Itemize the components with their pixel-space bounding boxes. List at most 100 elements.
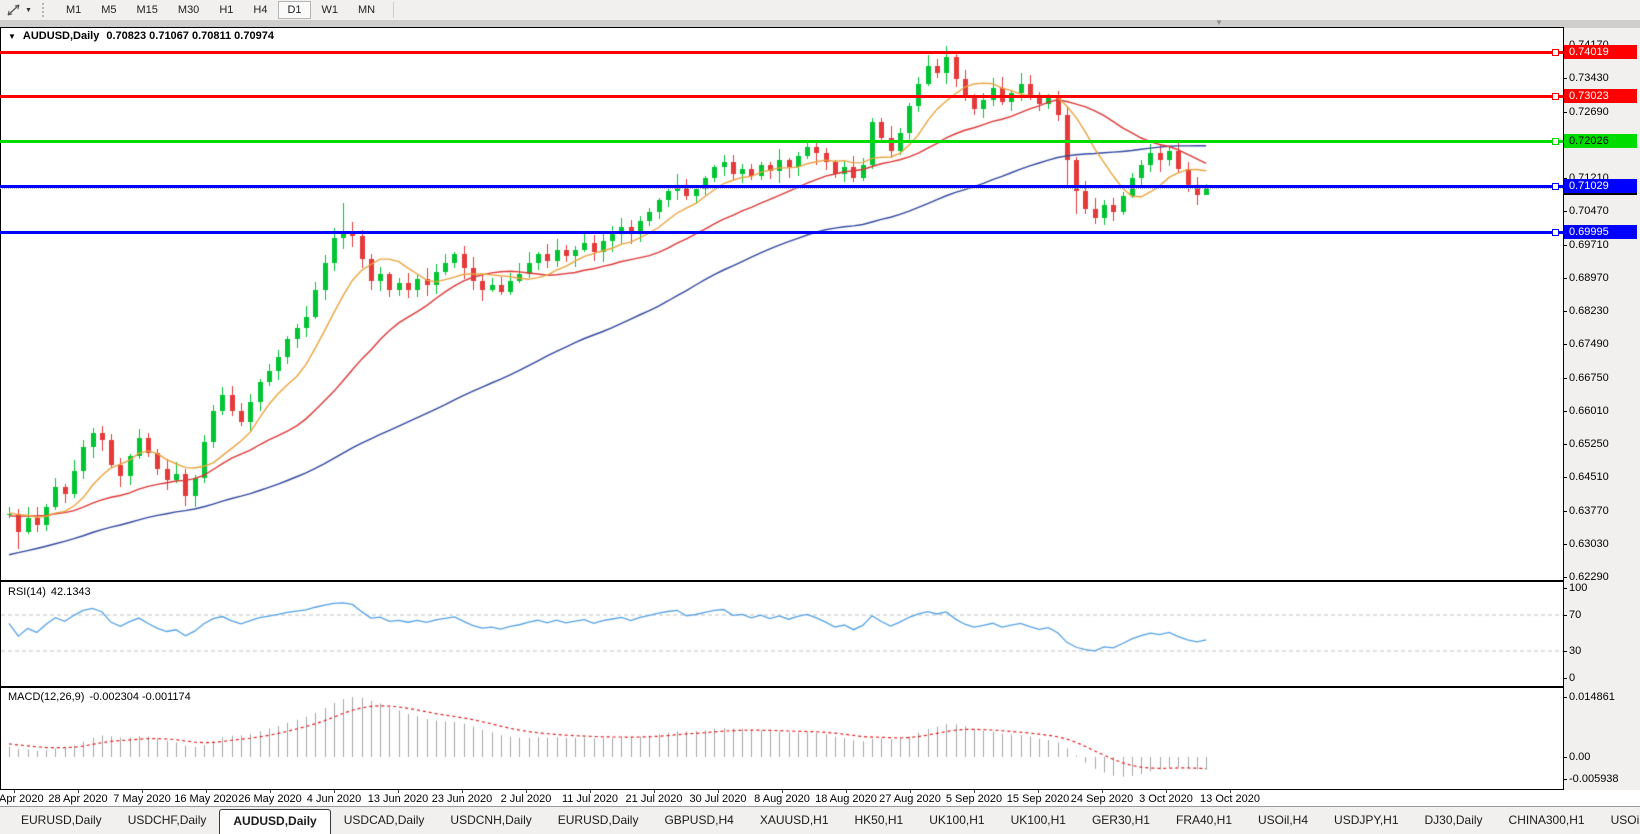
date-axis-label: 2 Jul 2020 — [500, 793, 552, 805]
chart-tab[interactable]: GBPUSD,H4 — [664, 813, 734, 827]
date-axis-tick — [78, 790, 79, 793]
horizontal-line-0.74019[interactable] — [0, 51, 1563, 54]
chart-tab[interactable]: UK100,H1 — [1010, 813, 1066, 827]
timeframe-button-M1[interactable]: M1 — [65, 4, 82, 16]
date-axis-tick — [462, 790, 463, 793]
date-axis-label: 18 Apr 2020 — [0, 793, 44, 805]
macd-axis-label: 0.00 — [1562, 751, 1591, 763]
timeframe-button-M5[interactable]: M5 — [101, 4, 117, 16]
horizontal-line-0.73023[interactable] — [0, 95, 1563, 98]
date-axis-label: 21 Jul 2020 — [625, 793, 683, 805]
date-axis-tick — [1166, 790, 1167, 793]
chart-tab[interactable]: USDCNH,Daily — [450, 813, 532, 827]
date-axis-tick — [142, 790, 143, 793]
timeframe-toolbar: ▼ M1 M5 M15 M30 H1 H4 D1 W1 MN — [0, 0, 1640, 20]
price-axis-label: 0.63030 — [1563, 537, 1609, 550]
horizontal-line-endpoint — [1552, 49, 1559, 56]
price-axis-label: 0.62290 — [1563, 571, 1609, 583]
line-studies-icon[interactable] — [3, 2, 25, 18]
rsi-indicator-canvas[interactable] — [1, 582, 1563, 686]
date-axis-label: 16 May 2020 — [174, 793, 238, 805]
macd-axis-label: 0.014861 — [1563, 691, 1615, 703]
timeframe-button-M15[interactable]: M15 — [136, 4, 158, 16]
toolbar-separator — [393, 2, 395, 18]
price-axis-label: 0.66010 — [1563, 404, 1609, 417]
chart-ohlc-values: 0.70823 0.71067 0.70811 0.70974 — [106, 30, 274, 42]
date-axis-label: 24 Sep 2020 — [1070, 793, 1134, 805]
horizontal-line-0.69995[interactable] — [0, 231, 1563, 234]
horizontal-line-endpoint — [1552, 229, 1559, 236]
chart-title: ▼ AUDUSD,Daily 0.70823 0.71067 0.70811 0… — [8, 30, 274, 42]
chart-tab[interactable]: USOil,H1 — [1610, 813, 1640, 827]
chart-tab[interactable]: DJ30,Daily — [1424, 813, 1483, 827]
price-axis-label: 0.72690 — [1563, 105, 1609, 118]
chart-tab[interactable]: GER30,H1 — [1091, 813, 1150, 827]
chart-tab[interactable]: FRA40,H1 — [1175, 813, 1233, 827]
date-axis-tick — [910, 790, 911, 793]
date-axis-label: 11 Jul 2020 — [561, 793, 619, 805]
price-axis-label: 0.67490 — [1563, 338, 1609, 351]
chart-tab[interactable]: EURUSD,Daily — [557, 813, 639, 827]
date-axis-tick — [526, 790, 527, 793]
rsi-axis-label: 30 — [1562, 645, 1582, 657]
horizontal-line-endpoint — [1552, 183, 1559, 190]
timeframe-button-W1[interactable]: W1 — [321, 4, 339, 16]
candlestick-chart-canvas[interactable] — [1, 28, 1563, 580]
macd-label: MACD(12,26,9) -0.002304 -0.001174 — [8, 691, 191, 703]
date-axis-label: 23 Jun 2020 — [431, 793, 493, 805]
chart-top-strip: ▼ — [0, 18, 1640, 28]
date-axis-tick — [1230, 790, 1231, 793]
timeframe-button-MN[interactable]: MN — [358, 4, 376, 16]
horizontal-line-0.71029[interactable] — [0, 185, 1563, 188]
timeframe-button-H4[interactable]: H4 — [253, 4, 268, 16]
chart-tab[interactable]: EURUSD,Daily — [21, 813, 102, 827]
chart-menu-triangle-icon[interactable]: ▼ — [8, 31, 16, 41]
chart-tab[interactable]: AUDUSD,Daily — [219, 809, 331, 834]
chart-tab-bar: EURUSD,Daily USDCHF,Daily AUDUSD,Daily USDC… — [0, 806, 1640, 834]
chart-symbol-period: AUDUSD,Daily — [22, 30, 100, 42]
date-axis-label: 8 Aug 2020 — [754, 793, 810, 805]
date-axis-label: 13 Oct 2020 — [1200, 793, 1260, 805]
date-axis-tick — [270, 790, 271, 793]
date-axis-tick — [398, 790, 399, 793]
chart-tab[interactable]: XAUUSD,H1 — [759, 813, 829, 827]
date-axis-label: 18 Aug 2020 — [815, 793, 877, 805]
date-axis-tick — [14, 790, 15, 793]
timeframe-button-M30[interactable]: M30 — [177, 4, 200, 16]
chart-tab[interactable]: USDCHF,Daily — [127, 813, 207, 827]
date-axis-tick — [718, 790, 719, 793]
date-axis-tick — [1102, 790, 1103, 793]
price-axis-label: 0.73430 — [1563, 72, 1609, 85]
date-axis-label: 30 Jul 2020 — [689, 793, 747, 805]
bid-price-line — [0, 188, 1563, 189]
chart-tab[interactable]: USDCAD,Daily — [343, 813, 425, 827]
timeframe-button-D1[interactable]: D1 — [278, 1, 311, 19]
rsi-axis-label: 0 — [1562, 672, 1576, 684]
timeframe-button-H1[interactable]: H1 — [219, 4, 234, 16]
date-axis-label: 3 Oct 2020 — [1139, 793, 1193, 805]
chart-tab[interactable]: HK50,H1 — [854, 813, 904, 827]
toolbar-grip — [41, 3, 48, 17]
hline-price-tag: 0.71029 — [1564, 179, 1637, 193]
date-axis-label: 4 Jun 2020 — [306, 793, 362, 805]
horizontal-line-endpoint — [1552, 138, 1559, 145]
horizontal-line-endpoint — [1552, 93, 1559, 100]
hline-price-tag: 0.73023 — [1564, 89, 1637, 103]
date-axis-label: 15 Sep 2020 — [1006, 793, 1070, 805]
date-axis-label: 28 Apr 2020 — [48, 793, 108, 805]
scroll-position-marker[interactable]: ▼ — [1215, 18, 1223, 27]
price-axis-label: 0.68230 — [1563, 305, 1609, 317]
date-axis-tick — [590, 790, 591, 793]
chart-tab[interactable]: USDJPY,H1 — [1334, 813, 1399, 827]
rsi-axis-label: 70 — [1562, 609, 1582, 621]
chart-tab[interactable]: CHINA300,H1 — [1508, 813, 1585, 827]
chart-tab[interactable]: USOil,H4 — [1258, 813, 1309, 827]
date-axis-tick — [654, 790, 655, 793]
chart-tab[interactable]: UK100,H1 — [929, 813, 985, 827]
macd-indicator-canvas[interactable] — [1, 688, 1563, 789]
toolbar-dropdown-caret-icon[interactable]: ▼ — [25, 6, 32, 14]
horizontal-line-0.72026[interactable] — [0, 140, 1563, 143]
macd-axis-label: -0.005938 — [1563, 773, 1619, 785]
